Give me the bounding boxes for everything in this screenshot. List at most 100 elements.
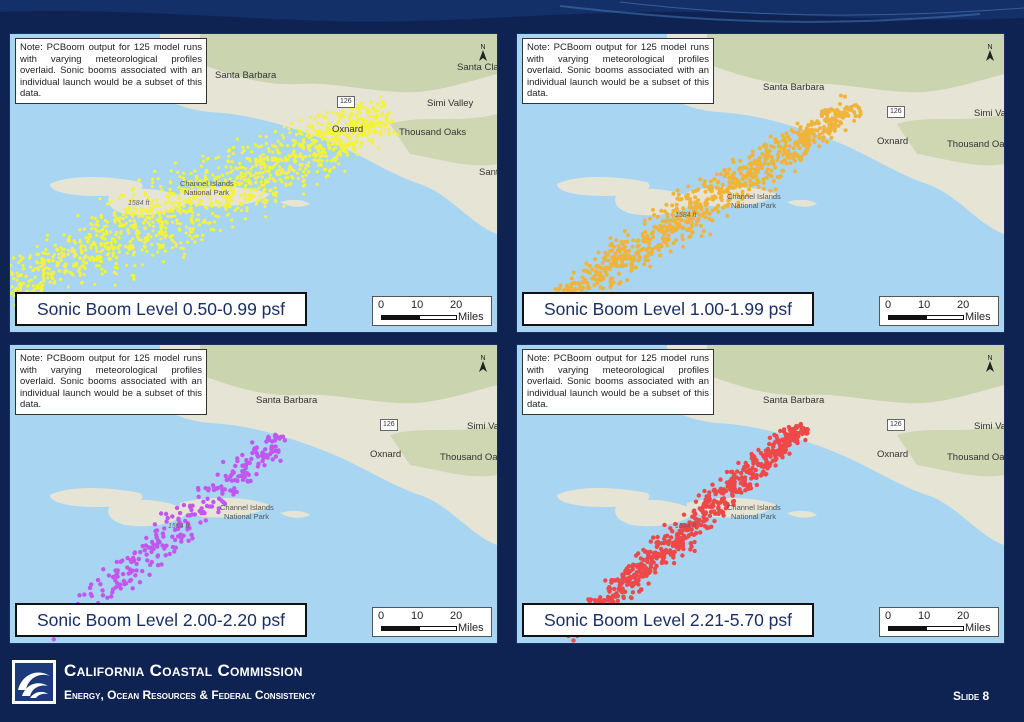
boom-dot — [268, 173, 273, 177]
boom-dot — [666, 233, 671, 238]
boom-dot — [73, 252, 77, 256]
boom-dot — [203, 184, 207, 188]
boom-dot — [787, 451, 792, 456]
boom-dot — [613, 251, 618, 256]
boom-dot — [269, 449, 274, 454]
boom-dot — [747, 187, 752, 192]
boom-dot — [654, 563, 659, 569]
boom-dot — [98, 256, 102, 260]
boom-dot — [317, 113, 321, 117]
boom-dot — [230, 160, 234, 164]
boom-dot — [343, 129, 347, 133]
boom-dot — [660, 219, 665, 224]
boom-dot — [806, 141, 811, 146]
boom-dot — [712, 518, 717, 524]
boom-dot — [36, 261, 40, 265]
boom-dot — [716, 209, 721, 214]
boom-dot — [217, 175, 221, 179]
boom-dot — [169, 207, 173, 211]
boom-dot — [380, 120, 384, 124]
boom-dot — [218, 228, 223, 233]
boom-dot — [139, 207, 143, 211]
boom-dot — [182, 204, 186, 208]
boom-dot — [629, 595, 634, 601]
boom-dot — [282, 125, 286, 129]
boom-dot — [699, 207, 704, 212]
boom-dot — [334, 157, 339, 161]
boom-dot — [585, 286, 590, 291]
sonic-boom-level-label: Sonic Boom Level 1.00-1.99 psf — [522, 292, 814, 326]
boom-dot — [128, 198, 132, 202]
boom-dot — [642, 549, 648, 554]
boom-dot — [756, 160, 761, 165]
boom-dot — [661, 555, 666, 560]
boom-dot — [795, 153, 800, 158]
scale-unit: Miles — [965, 311, 991, 323]
boom-dot — [751, 182, 756, 187]
boom-dot — [643, 258, 648, 263]
boom-dot — [247, 197, 251, 201]
boom-dot — [11, 256, 16, 260]
boom-dot — [767, 149, 772, 154]
scale-bar-black — [381, 315, 419, 320]
boom-dot — [279, 143, 283, 147]
boom-dot — [192, 195, 196, 199]
boom-dot — [117, 250, 121, 254]
boom-dot — [231, 151, 235, 156]
boom-dot — [606, 258, 611, 263]
boom-dot — [189, 206, 193, 210]
boom-dot — [190, 220, 194, 224]
boom-dot — [721, 496, 727, 501]
boom-dot — [178, 228, 182, 232]
boom-dot — [66, 252, 70, 257]
boom-dot — [93, 282, 97, 286]
boom-dot — [100, 593, 106, 598]
boom-dot — [10, 285, 14, 289]
boom-dot — [712, 194, 717, 199]
slide-number: Slide 8 — [953, 689, 990, 703]
boom-dot — [249, 456, 254, 462]
boom-dot — [125, 210, 129, 214]
boom-dot — [163, 201, 167, 205]
boom-dot — [840, 110, 845, 115]
boom-dot — [786, 424, 792, 430]
boom-dot — [90, 216, 94, 220]
boom-dot — [295, 171, 299, 175]
boom-dot — [690, 514, 695, 519]
boom-dot — [100, 588, 105, 593]
boom-dot — [90, 227, 94, 231]
boom-dot — [593, 257, 598, 262]
boom-dot — [670, 203, 675, 208]
label-national-park: National Park — [184, 188, 230, 197]
boom-dot — [301, 144, 305, 148]
boom-dot — [254, 160, 258, 164]
boom-dot — [40, 261, 44, 265]
boom-dot — [24, 274, 28, 278]
boom-dot — [574, 287, 578, 292]
boom-dot — [178, 175, 182, 179]
boom-dot — [274, 162, 278, 166]
boom-dot — [703, 201, 708, 205]
boom-dot — [773, 187, 778, 192]
boom-dot — [327, 147, 331, 151]
boom-dot — [609, 263, 614, 268]
boom-dot — [803, 151, 808, 156]
boom-dot — [223, 473, 228, 479]
boom-dot — [264, 215, 268, 219]
boom-dot — [617, 271, 621, 276]
boom-dot — [746, 170, 750, 175]
boom-dot — [121, 213, 125, 217]
boom-dot — [306, 143, 310, 148]
boom-dot — [721, 190, 726, 194]
boom-dot — [245, 179, 249, 183]
boom-dot — [779, 160, 784, 165]
boom-dot — [822, 125, 826, 130]
boom-dot — [344, 122, 349, 126]
boom-dot — [771, 444, 776, 449]
map-panel-3: 126 Santa Barbara Simi Va Oxnard Thousan… — [9, 344, 498, 644]
boom-dot — [242, 474, 248, 480]
boom-dot — [662, 522, 667, 528]
boom-dot — [152, 522, 158, 527]
boom-dot — [230, 182, 234, 186]
boom-dot — [857, 114, 862, 119]
